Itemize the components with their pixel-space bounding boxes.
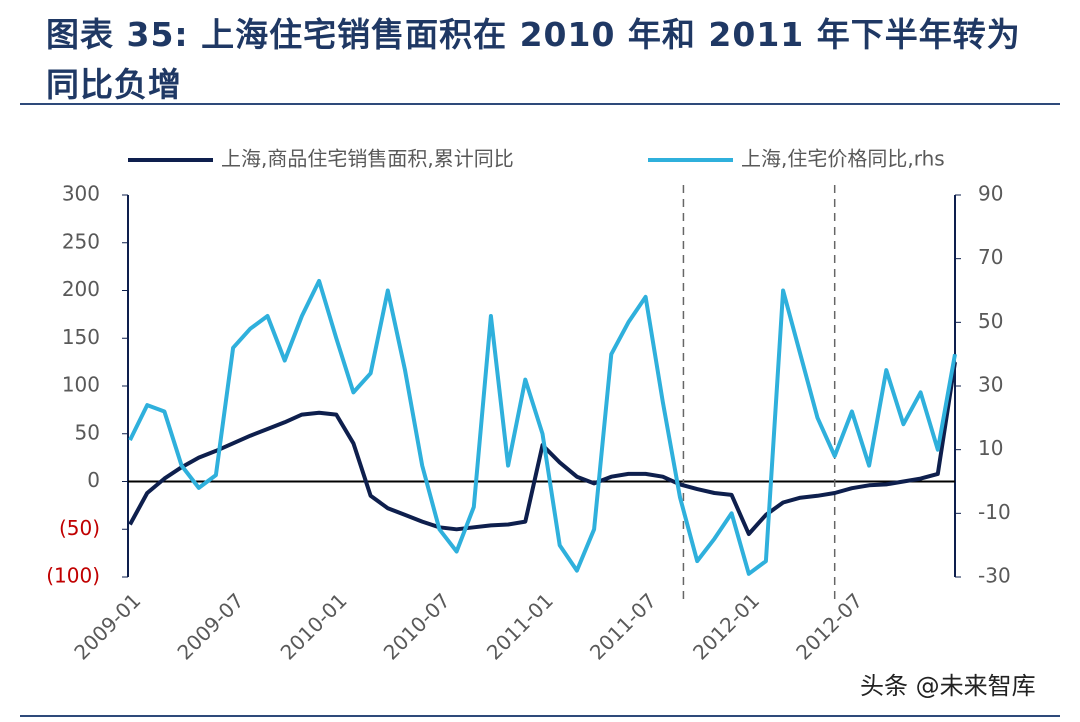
y-tick-label: 100 [62, 373, 100, 397]
legend-label: 上海,住宅价格同比,rhs [741, 147, 945, 171]
y-tick-label: 50 [75, 420, 100, 444]
y-tick-label: 300 [62, 182, 100, 206]
y-tick-label: 150 [62, 325, 100, 349]
y2-tick-label: -30 [978, 564, 1011, 588]
y2-tick-label: 10 [978, 436, 1003, 460]
y-tick-label: 0 [87, 468, 100, 492]
y-tick-label: (50) [59, 516, 100, 540]
x-tick-label: 2010-01 [276, 588, 352, 664]
x-tick-label: 2012-01 [688, 588, 764, 664]
chart-title: 图表 35: 上海住宅销售面积在 2010 年和 2011 年下半年转为同比负增 [46, 15, 1021, 104]
legend-label: 上海,商品住宅销售面积,累计同比 [221, 147, 514, 171]
x-tick-label: 2012-07 [791, 588, 867, 664]
x-tick-label: 2009-01 [69, 588, 145, 664]
x-tick-label: 2010-07 [379, 588, 455, 664]
y2-tick-label: 90 [978, 182, 1003, 206]
y-tick-label: 200 [62, 277, 100, 301]
watermark: 头条 @未来智库 [860, 672, 1036, 700]
y-tick-label: (100) [46, 564, 100, 588]
y2-tick-label: 30 [978, 373, 1003, 397]
y-tick-label: 250 [62, 229, 100, 253]
x-tick-label: 2011-07 [585, 588, 661, 664]
y2-tick-label: 50 [978, 309, 1003, 333]
x-tick-label: 2011-01 [482, 588, 558, 664]
y2-tick-label: -10 [978, 500, 1011, 524]
series-line [128, 278, 957, 576]
y2-tick-label: 70 [978, 245, 1003, 269]
x-tick-label: 2009-07 [172, 588, 248, 664]
